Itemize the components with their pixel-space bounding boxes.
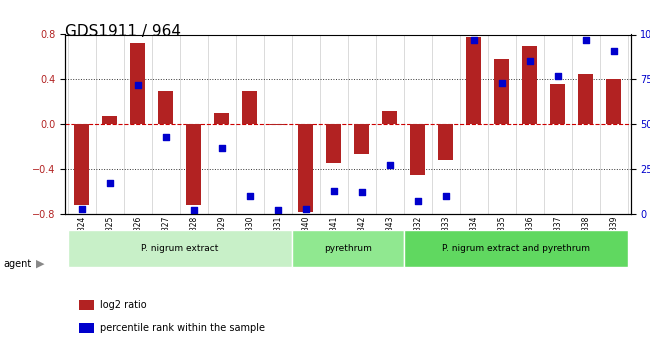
Point	[497, 80, 507, 86]
Point	[552, 73, 563, 79]
Point	[469, 37, 479, 43]
Bar	[410, 124, 426, 175]
Point	[300, 206, 311, 211]
Point	[441, 193, 451, 199]
Bar	[354, 124, 369, 155]
Point	[525, 59, 535, 64]
Bar	[158, 90, 174, 124]
Bar	[466, 37, 482, 124]
Bar	[494, 59, 510, 124]
Bar	[186, 124, 202, 205]
Bar	[326, 124, 341, 164]
Bar	[382, 111, 397, 124]
Bar	[130, 43, 146, 124]
Point	[216, 145, 227, 150]
Text: percentile rank within the sample: percentile rank within the sample	[100, 323, 265, 333]
FancyBboxPatch shape	[292, 230, 404, 267]
Text: P. nigrum extract and pyrethrum: P. nigrum extract and pyrethrum	[442, 244, 590, 253]
Bar	[242, 90, 257, 124]
Bar	[550, 84, 566, 124]
Point	[188, 208, 199, 213]
FancyBboxPatch shape	[404, 230, 628, 267]
Bar	[79, 300, 94, 310]
Text: ▶: ▶	[36, 259, 44, 269]
Point	[328, 188, 339, 193]
Point	[244, 193, 255, 199]
Bar	[74, 124, 90, 205]
Point	[413, 199, 423, 204]
Point	[77, 206, 87, 211]
Point	[133, 82, 143, 88]
Point	[385, 163, 395, 168]
Text: P. nigrum extract: P. nigrum extract	[141, 244, 218, 253]
Bar	[79, 323, 94, 333]
Bar	[522, 46, 538, 124]
Bar	[102, 116, 118, 124]
Point	[105, 181, 115, 186]
Bar	[606, 79, 621, 124]
Point	[272, 208, 283, 213]
Point	[161, 134, 171, 139]
Bar	[438, 124, 454, 160]
Bar	[578, 74, 593, 124]
Text: GDS1911 / 964: GDS1911 / 964	[65, 24, 181, 39]
Bar	[298, 124, 313, 211]
Point	[580, 37, 591, 43]
Point	[357, 190, 367, 195]
Point	[608, 48, 619, 53]
Bar	[270, 124, 285, 125]
FancyBboxPatch shape	[68, 230, 292, 267]
Text: log2 ratio: log2 ratio	[100, 300, 146, 310]
Bar	[214, 113, 229, 124]
Text: agent: agent	[3, 259, 31, 269]
Text: pyrethrum: pyrethrum	[324, 244, 372, 253]
